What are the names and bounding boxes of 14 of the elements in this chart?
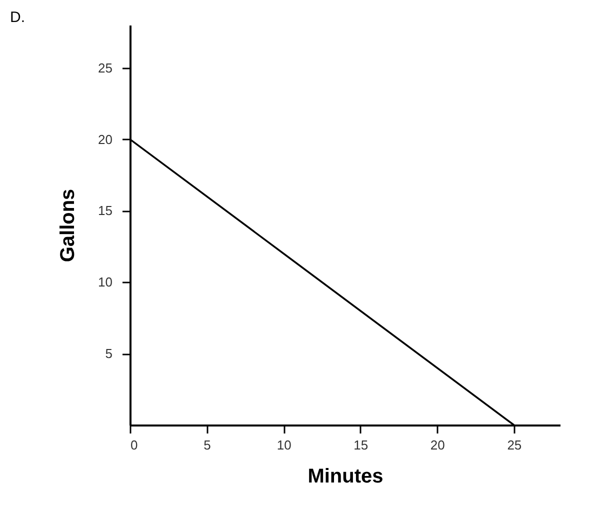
x-tick-label: 10 [276, 438, 292, 452]
y-tick-label: 5 [105, 346, 112, 362]
y-axis-title: Gallons [57, 188, 80, 262]
y-tick-label: 25 [98, 60, 112, 76]
x-tick-label: 15 [354, 438, 368, 452]
x-tick-label: 5 [204, 438, 211, 452]
y-tick-label: 10 [98, 274, 112, 290]
x-axis-title: Minutes [308, 466, 384, 488]
y-tick-label: 15 [98, 203, 112, 218]
x-tick-label: 20 [430, 438, 445, 452]
x-tick-label: 0 [130, 438, 138, 452]
x-tick-label: 25 [507, 438, 522, 452]
chart-title: D. [10, 9, 25, 26]
y-tick-label: 20 [98, 132, 112, 147]
